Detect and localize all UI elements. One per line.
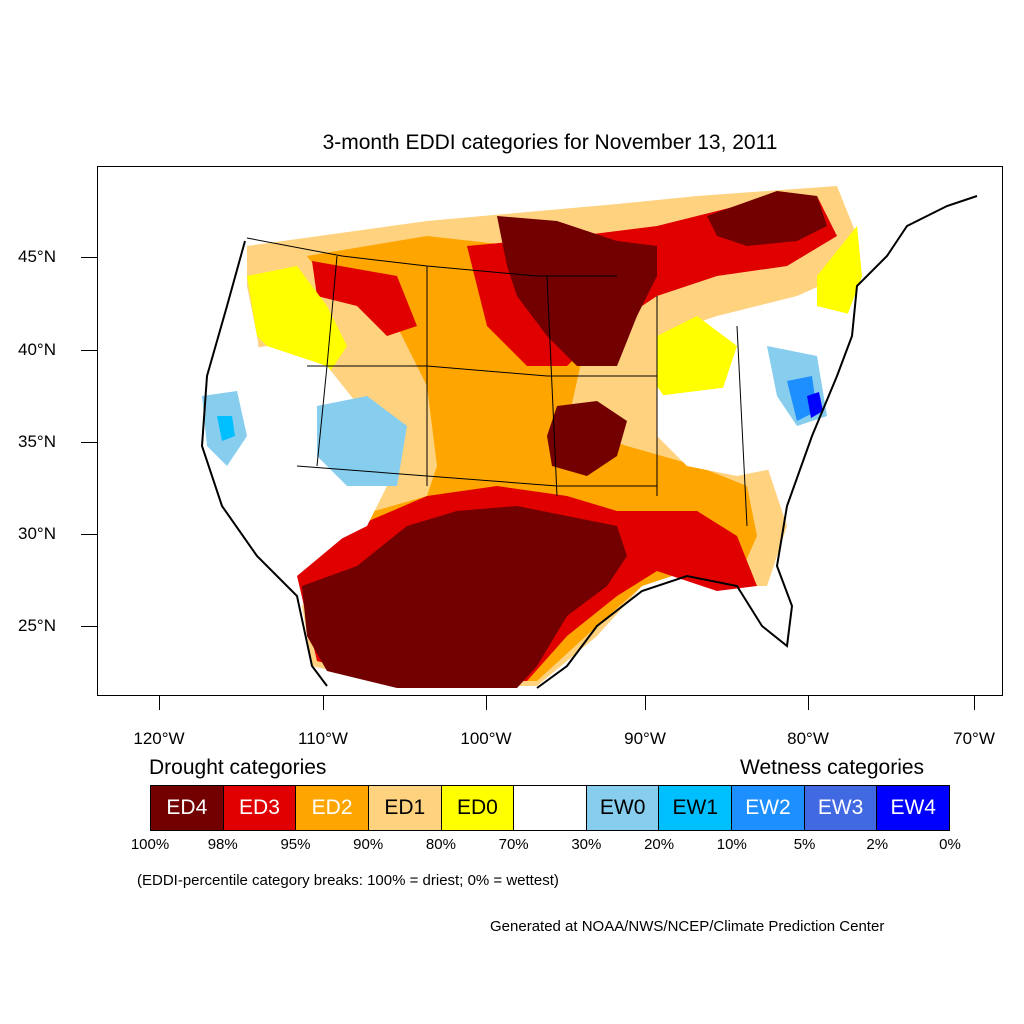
ew0-region-southwest	[317, 396, 407, 486]
legend-box-ed0: ED0	[441, 786, 515, 830]
map-border	[97, 166, 1003, 696]
lat-tick	[81, 442, 97, 443]
percentile-break: 70%	[498, 836, 529, 853]
ed4-region-ontario	[707, 191, 827, 246]
lon-tick	[159, 696, 160, 710]
lat-tick	[81, 350, 97, 351]
lon-tick	[486, 696, 487, 710]
percentile-break: 80%	[425, 836, 456, 853]
credit-line: Generated at NOAA/NWS/NCEP/Climate Predi…	[490, 918, 885, 935]
eddi-map	[97, 166, 1003, 696]
legend-box-ed4: ED4	[151, 786, 224, 830]
percentile-break: 95%	[280, 836, 311, 853]
lon-tick	[645, 696, 646, 710]
lat-label-25: 25°N	[18, 616, 56, 635]
ew1-region-nevada	[217, 416, 235, 441]
lon-label-100: 100°W	[460, 729, 512, 748]
percentile-break: 10%	[716, 836, 747, 853]
lon-label-110: 110°W	[298, 729, 348, 748]
map-panel	[97, 166, 1003, 696]
lat-tick	[81, 534, 97, 535]
legend-box-ed2: ED2	[296, 786, 369, 830]
lat-tick	[81, 257, 97, 258]
ew4-region-delaware	[807, 392, 823, 418]
lat-label-30: 30°N	[18, 524, 56, 543]
legend-box-ew0: EW0	[586, 786, 660, 830]
legend-box-ew1: EW1	[659, 786, 733, 830]
legend-box-ed3: ED3	[223, 786, 297, 830]
ed4-region-arkansas	[547, 401, 627, 476]
coastlines	[200, 195, 978, 689]
percentile-break: 90%	[353, 836, 384, 853]
lat-label-35: 35°N	[18, 432, 56, 451]
lon-label-80: 80°W	[787, 729, 829, 748]
percentile-break: 2%	[866, 836, 889, 853]
map-title: 3-month EDDI categories for November 13,…	[322, 131, 778, 154]
legend-box-ew4: EW4	[877, 786, 950, 830]
percentile-break: 100%	[130, 836, 170, 853]
lon-tick	[974, 696, 975, 710]
lat-label-40: 40°N	[18, 340, 56, 359]
percentile-break: 20%	[644, 836, 675, 853]
lon-tick	[323, 696, 324, 710]
lat-label-45: 45°N	[18, 247, 56, 266]
legend-bar: ED4 ED3 ED2 ED1 ED0 EW0 EW1 EW2 EW3 EW4	[150, 785, 950, 831]
lon-label-120: 120°W	[133, 729, 185, 748]
ed3-region-north	[312, 261, 417, 336]
lon-label-90: 90°W	[624, 729, 666, 748]
boundary-lines	[246, 237, 748, 527]
ed4-region-upper-midwest	[497, 216, 657, 366]
legend-box-ew3: EW3	[804, 786, 878, 830]
ed4-region-texas	[302, 506, 627, 688]
legend-box-normal	[514, 786, 587, 830]
legend-box-ed1: ED1	[368, 786, 442, 830]
lat-tick	[81, 626, 97, 627]
percentile-break: 5%	[793, 836, 816, 853]
legend-box-ew2: EW2	[732, 786, 805, 830]
percentile-break: 0%	[939, 836, 961, 853]
percentile-break: 98%	[207, 836, 238, 853]
percentile-break: 30%	[571, 836, 602, 853]
drought-heading: Drought categories	[149, 756, 327, 779]
category-note: (EDDI-percentile category breaks: 100% =…	[137, 872, 559, 889]
wetness-heading: Wetness categories	[740, 756, 925, 779]
lon-label-70: 70°W	[953, 729, 995, 748]
normal-region-west	[207, 346, 397, 546]
lon-tick	[808, 696, 809, 710]
ed0-region-ne	[817, 226, 862, 326]
